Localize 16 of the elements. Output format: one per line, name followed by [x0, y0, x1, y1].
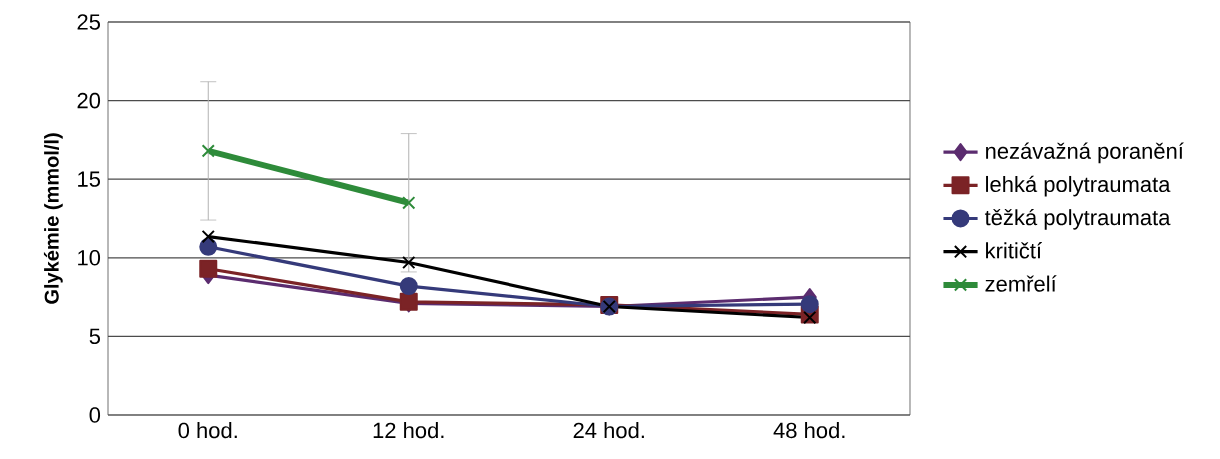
legend-label: lehká polytraumata: [986, 175, 1171, 197]
y-tick-label: 25: [77, 14, 100, 30]
y-axis-title: Glykémie (mmol/l): [43, 133, 63, 304]
y-tick-label: 0: [89, 407, 101, 423]
y-tick-label: 5: [89, 328, 100, 345]
x-tick-label: 48 hod.: [773, 422, 845, 439]
legend-label: nezávažná poranění: [986, 142, 1184, 164]
legend-label: těžká polytraumata: [984, 208, 1171, 230]
y-tick-label: 10: [78, 250, 101, 266]
legend-label: kritičtí: [986, 242, 1042, 259]
y-tick-label: 15: [78, 171, 100, 187]
x-tick-label: 12 hod.: [373, 422, 444, 439]
legend-label: zemřelí: [985, 275, 1057, 292]
y-tick-label: 20: [77, 92, 101, 109]
x-tick-label: 0 hod.: [178, 422, 237, 439]
x-tick-label: 24 hod.: [573, 422, 644, 439]
